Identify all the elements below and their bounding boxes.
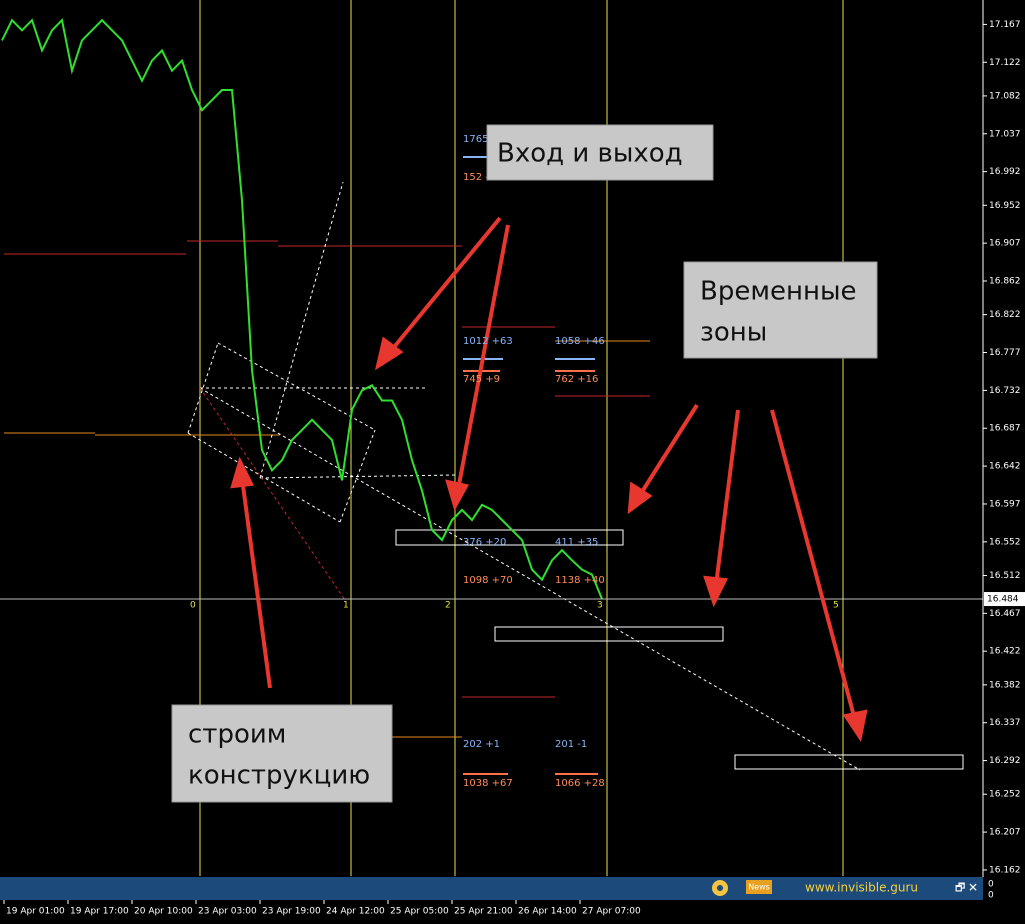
time-label: 19 Apr 17:00 [70,907,129,917]
level-label: 1066 +28 [555,778,605,789]
price-tick-label: 16.642 [989,462,1021,472]
price-tick-label: 16.292 [989,756,1021,766]
level-label: 1138 +40 [555,575,605,586]
footer-bar [0,877,983,900]
price-tick-label: 16.252 [989,790,1021,800]
zone-number: 0 [190,601,196,611]
level-label: 152 -4 [463,172,495,183]
zone-number: 3 [597,601,603,611]
price-tick-label: 17.122 [989,58,1021,68]
news-label: News [748,883,770,892]
construction [187,181,861,771]
zone-number: 5 [833,601,839,611]
time-label: 26 Apr 14:00 [518,907,577,917]
price-tick-label: 16.907 [989,239,1021,249]
time-label: 20 Apr 10:00 [134,907,193,917]
price-tick-label: 17.167 [989,20,1021,30]
time-label: 23 Apr 03:00 [198,907,257,917]
zone-number: 2 [445,601,451,611]
eye-icon-pupil [717,885,723,891]
price-tick-label: 17.082 [989,91,1021,101]
arrows [230,216,868,743]
level-label: 376 +20 [463,537,506,548]
annotation-boxes [171,124,878,803]
current-price-label: 16.484 [987,595,1019,605]
level-label: 1012 +63 [463,336,513,347]
annotation: Вход и выход [497,139,683,169]
zone-boxes [395,529,964,770]
price-tick-label: 16.687 [989,424,1021,434]
price-tick-label: 16.732 [989,386,1021,396]
price-tick-label: 16.162 [989,865,1021,875]
level-label: 745 +9 [463,374,500,385]
price-tick-label: 16.382 [989,680,1021,690]
price-tick-label: 16.862 [989,277,1021,287]
time-label: 25 Apr 05:00 [390,907,449,917]
price-tick-label: 16.337 [989,718,1021,728]
price-line [1,18,603,600]
time-label: 19 Apr 01:00 [6,907,65,917]
price-tick-label: 16.952 [989,201,1021,211]
price-tick-label: 16.207 [989,828,1021,838]
news-button[interactable] [746,880,772,894]
time-label: 23 Apr 19:00 [262,907,321,917]
price-tick-label: 16.992 [989,167,1021,177]
restore-button[interactable]: 🗗 [955,881,965,894]
price-axis [983,0,1025,877]
time-label: 25 Apr 21:00 [454,907,513,917]
level-label: 202 +1 [463,739,500,750]
zone-number: 1 [343,601,349,611]
price-tick-label: 16.597 [989,499,1021,509]
price-tick-label: 17.037 [989,129,1021,139]
annotation: Временные [700,277,856,307]
level-label: 1765 +6 [463,134,506,145]
price-tick-label: 16.822 [989,310,1021,320]
annotation: конструкцию [188,761,370,791]
annotation: строим [188,720,286,750]
level-label: 1098 +70 [463,575,513,586]
level-label: 1038 +67 [463,778,513,789]
site-link[interactable]: www.invisible.guru [805,881,918,895]
price-tick-label: 16.422 [989,647,1021,657]
level-label: 201 -1 [555,739,587,750]
current-price-box [984,592,1025,607]
price-tick-label: 16.552 [989,537,1021,547]
price-tick-label: 16.512 [989,571,1021,581]
time-label: 24 Apr 12:00 [326,907,385,917]
level-label: 411 +35 [555,537,598,548]
price-tick-label: 16.467 [989,609,1021,619]
close-button[interactable]: ✕ [968,881,978,895]
level-label: 1058 +46 [555,336,605,347]
level-label: 762 +16 [555,374,598,385]
annotation: зоны [700,318,767,348]
indicator-label: 0 [988,891,994,901]
time-label: 27 Apr 07:00 [582,907,641,917]
indicator-label: 0 [988,880,994,890]
price-tick-label: 16.777 [989,348,1021,358]
